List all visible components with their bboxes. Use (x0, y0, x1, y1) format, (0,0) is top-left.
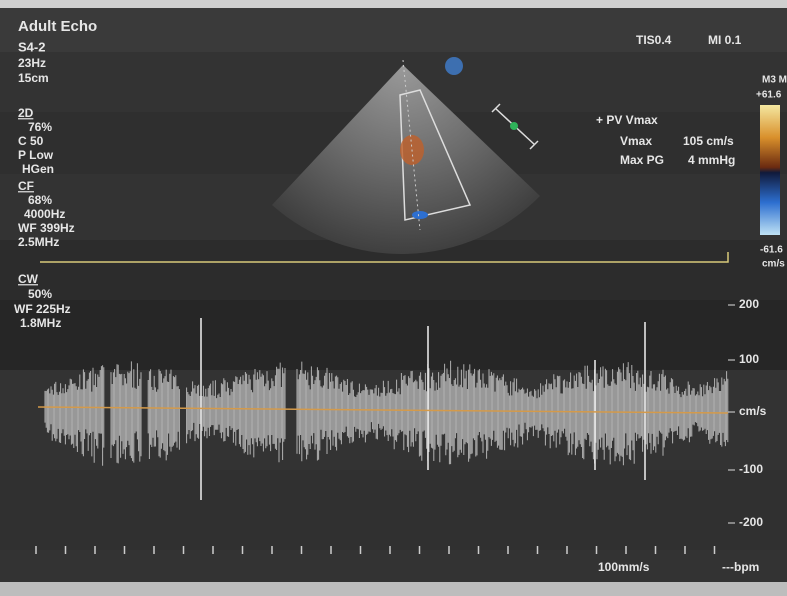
setting: 1.8MHz (20, 316, 61, 330)
scale-label: cm/s (739, 404, 767, 418)
mode-label: CF (18, 179, 34, 193)
measurement-value: 105 cm/s (683, 134, 734, 148)
color-map: M3 M4 (762, 75, 787, 86)
setting: 50% (28, 287, 52, 301)
band (0, 300, 787, 370)
setting: P Low (18, 148, 54, 162)
setting: 4000Hz (24, 207, 65, 221)
mode-label: CW (18, 272, 39, 286)
scale-label: -200 (739, 515, 763, 529)
setting: 2.5MHz (18, 235, 59, 249)
title: Adult Echo (18, 18, 97, 35)
depth: 15cm (18, 71, 49, 85)
scale-label: 200 (739, 297, 759, 311)
photo-border (0, 0, 787, 8)
setting: WF 225Hz (14, 302, 71, 316)
setting: HGen (22, 162, 54, 176)
page: {"header": {"title": "Adult Echo", "prob… (0, 0, 787, 596)
measurement-value: 4 mmHg (688, 153, 735, 167)
setting: 76% (28, 120, 52, 134)
probe: S4-2 (18, 39, 45, 54)
measurement-title: + PV Vmax (596, 113, 658, 127)
mode-label: 2D (18, 106, 34, 120)
scale-label: -100 (739, 462, 763, 476)
measurement-label: Vmax (620, 134, 652, 148)
orientation-icon (445, 57, 463, 75)
heart-rate: ---bpm (722, 560, 759, 574)
color-bar-unit: cm/s (762, 259, 785, 270)
sweep-speed: 100mm/s (598, 560, 650, 574)
color-bar-top: +61.6 (756, 90, 782, 101)
color-bar (760, 105, 780, 235)
mi: MI 0.1 (708, 33, 742, 47)
photo-border (0, 582, 787, 596)
measurement-name: PV Vmax (606, 113, 658, 127)
color-flow (412, 211, 428, 219)
measurement-label: Max PG (620, 153, 664, 167)
ultrasound-screen: Adult Echo S4-2 23Hz 15cm TIS0.4 MI 0.1 … (0, 0, 787, 596)
scale-label: 100 (739, 352, 759, 366)
sample-gate-marker (510, 122, 518, 130)
tis: TIS0.4 (636, 33, 672, 47)
setting: C 50 (18, 134, 44, 148)
setting: WF 399Hz (18, 221, 75, 235)
frame-rate: 23Hz (18, 56, 46, 70)
band (0, 470, 787, 550)
color-bar-bottom: -61.6 (760, 245, 783, 256)
setting: 68% (28, 193, 52, 207)
